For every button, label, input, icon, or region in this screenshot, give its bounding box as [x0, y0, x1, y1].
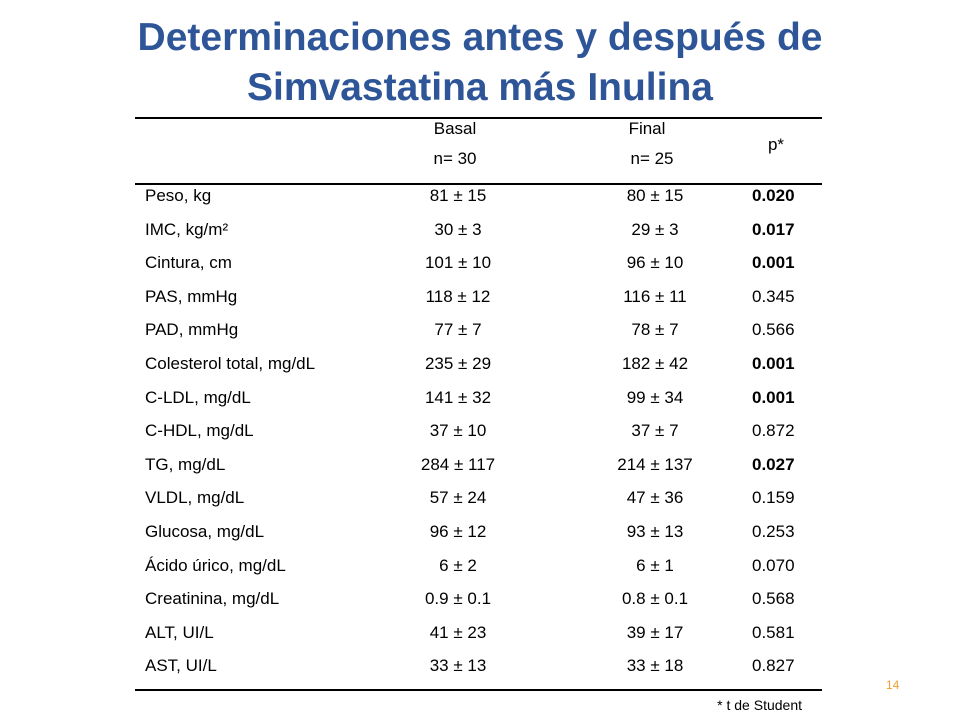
basal-value: 96 ± 12	[429, 522, 487, 541]
final-value: 182 ± 42	[621, 354, 689, 373]
basal-value: 30 ± 3	[434, 219, 482, 239]
title-line: Determinaciones antes y después de	[137, 16, 823, 59]
final-value: 96 ± 10	[626, 253, 684, 273]
basal-value: 33 ± 13	[429, 656, 487, 676]
basal-value: 118 ± 12	[425, 286, 491, 306]
row-label: IMC, kg/m²	[145, 219, 229, 239]
row-label: Glucosa, mg/dL	[145, 522, 265, 541]
row-label: C-HDL, mg/dL	[145, 421, 254, 441]
final-value: 6 ± 1	[636, 555, 674, 575]
footnote: * t de Student	[717, 697, 802, 713]
row-label: VLDL, mg/dL	[145, 488, 245, 508]
p-value: 0.345	[752, 286, 795, 306]
p-value: 0.159	[752, 488, 795, 508]
header-rule	[135, 183, 822, 185]
column-header: Basal	[433, 119, 477, 138]
p-value: 0.253	[752, 522, 795, 541]
row-label: Peso, kg	[145, 186, 212, 205]
basal-value: 0.9 ± 0.1	[424, 589, 492, 609]
table-bottom-rule	[135, 689, 822, 691]
basal-value: 141 ± 32	[424, 387, 492, 407]
p-value: 0.581	[752, 622, 795, 642]
row-label: PAS, mmHg	[145, 286, 238, 306]
p-value: 0.001	[752, 354, 795, 373]
column-header: n= 25	[630, 149, 674, 168]
row-label: TG, mg/dL	[145, 454, 226, 474]
basal-value: 41 ± 23	[429, 622, 487, 642]
p-value: 0.568	[752, 589, 795, 609]
p-value: 0.001	[752, 387, 795, 407]
column-header: p*	[767, 135, 785, 154]
row-label: C-LDL, mg/dL	[145, 387, 251, 407]
basal-value: 101 ± 10	[424, 253, 492, 273]
final-value: 37 ± 7	[631, 421, 679, 441]
p-value: 0.027	[752, 454, 795, 474]
basal-value: 57 ± 24	[429, 488, 487, 508]
row-label: PAD, mmHg	[145, 320, 239, 340]
final-value: 214 ± 137	[617, 454, 693, 474]
table-top-rule	[135, 117, 822, 119]
p-value: 0.001	[752, 253, 795, 273]
row-label: AST, UI/L	[145, 656, 217, 676]
row-label: Ácido úrico, mg/dL	[145, 555, 286, 575]
final-value: 39 ± 17	[626, 622, 684, 642]
final-value: 47 ± 36	[626, 488, 684, 508]
basal-value: 235 ± 29	[424, 354, 492, 373]
final-value: 29 ± 3	[631, 219, 679, 239]
p-value: 0.872	[752, 421, 795, 441]
row-label: Cintura, cm	[145, 253, 232, 273]
page-number: 14	[886, 678, 900, 692]
p-value: 0.566	[752, 320, 795, 340]
basal-value: 284 ± 117	[420, 454, 496, 474]
row-label: ALT, UI/L	[145, 622, 214, 642]
title-line: Simvastatina más Inulina	[246, 66, 713, 109]
basal-value: 81 ± 15	[429, 186, 487, 205]
final-value: 33 ± 18	[626, 656, 684, 676]
p-value: 0.827	[752, 656, 795, 676]
final-value: 80 ± 15	[626, 186, 684, 205]
basal-value: 37 ± 10	[429, 421, 487, 441]
basal-value: 77 ± 7	[434, 320, 482, 340]
row-label: Creatinina, mg/dL	[145, 589, 280, 609]
final-value: 78 ± 7	[631, 320, 679, 340]
final-value: 0.8 ± 0.1	[621, 589, 689, 609]
final-value: 93 ± 13	[626, 522, 684, 541]
p-value: 0.070	[752, 555, 795, 575]
final-value: 116 ± 11	[623, 286, 687, 306]
row-label: Colesterol total, mg/dL	[145, 354, 316, 373]
p-value: 0.017	[752, 219, 795, 239]
column-header: Final	[628, 119, 666, 138]
final-value: 99 ± 34	[626, 387, 684, 407]
column-header: n= 30	[433, 149, 477, 168]
p-value: 0.020	[752, 186, 795, 205]
basal-value: 6 ± 2	[439, 555, 477, 575]
